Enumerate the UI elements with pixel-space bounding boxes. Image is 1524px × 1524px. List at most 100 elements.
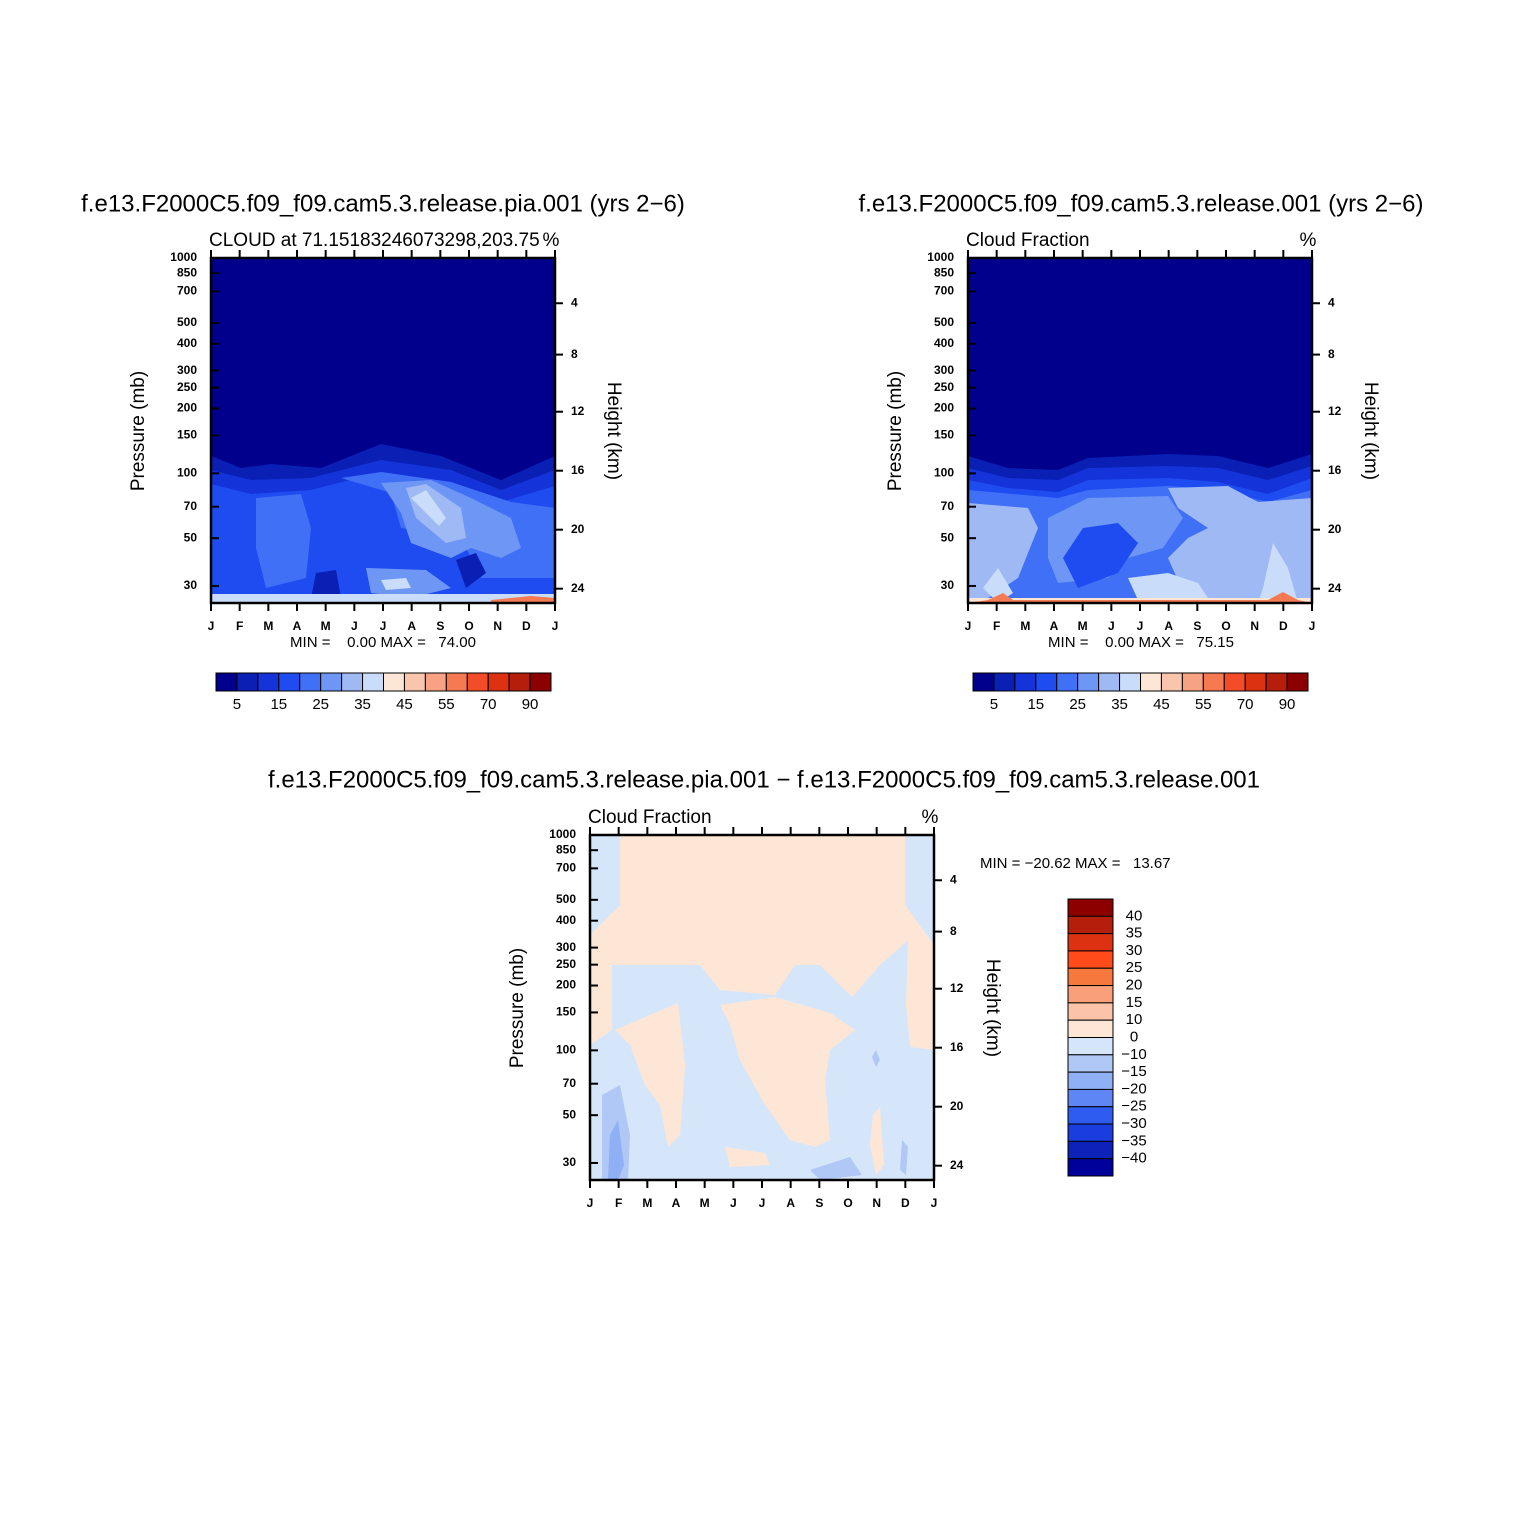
x-tick-label: F [236,619,243,633]
colorbar-label: 90 [1279,696,1296,713]
x-tick-label: M [321,619,331,633]
colorbar-box [278,672,301,692]
y-tick-label: 30 [941,578,955,592]
y2-tick-label: 8 [571,347,578,361]
colorbar-box [993,672,1016,692]
y2-tick-label: 24 [950,1158,964,1172]
colorbar-box [1202,672,1225,692]
x-tick-label: J [587,1196,594,1210]
y2-axis-label: Height (km) [603,382,624,480]
plot-frame [209,256,557,605]
colorbar-box [1067,1037,1114,1056]
plot-frame [588,833,936,1182]
y-tick-label: 250 [934,380,954,394]
colorbar-label: −25 [1121,1098,1146,1115]
x-tick-label: J [1108,619,1115,633]
y-tick-label: 70 [184,499,198,513]
colorbar-label: 5 [990,696,998,713]
y-axis-label: Pressure (mb) [128,371,149,491]
colorbar-box [1067,1088,1114,1108]
colorbar-label: 55 [1195,696,1212,713]
colorbar-label: 70 [480,696,497,713]
y-tick-label: 30 [184,578,198,592]
x-tick-label: A [672,1196,681,1210]
contour-field [590,835,934,1180]
x-tick-label: J [931,1196,938,1210]
colorbar-label: −35 [1121,1132,1146,1149]
x-tick-label: D [522,619,531,633]
x-tick-label: A [407,619,416,633]
colorbar-box [1067,1071,1114,1090]
chart-title: f.e13.F2000C5.f09_f09.cam5.3.release.pia… [81,190,685,217]
y-tick-label: 300 [177,363,197,377]
y-axis-label: Pressure (mb) [885,371,906,491]
x-tick-label: J [208,619,215,633]
colorbar-box [1067,1054,1114,1073]
x-tick-label: J [1137,619,1144,633]
x-tick-label: A [293,619,302,633]
colorbar-label: 15 [1027,696,1044,713]
y2-tick-label: 20 [571,522,585,536]
colorbar-box [1098,672,1121,692]
y-tick-label: 500 [177,315,197,329]
colorbar-label: 0 [1130,1028,1138,1045]
colorbar-box [529,672,552,692]
colorbar-label: 70 [1237,696,1254,713]
y-tick-label: 700 [556,861,576,875]
colorbar-box [403,672,426,692]
colorbar-box [1035,672,1058,692]
colorbar-box [383,672,405,692]
colorbar-label: 35 [1111,696,1128,713]
contour-field [968,258,1312,603]
y-tick-label: 400 [934,336,954,350]
colorbar-box [1077,672,1100,692]
colorbar-box [1067,950,1114,969]
colorbar-box [1119,672,1141,692]
y2-tick-label: 16 [1328,463,1342,477]
colorbar-label: −30 [1121,1115,1146,1132]
colorbar-box [1067,1140,1114,1160]
stats: MIN = 0.00 MAX = 74.00 [290,634,476,651]
y2-tick-label: 4 [571,295,578,309]
y-tick-label: 400 [556,913,576,927]
colorbar-label: 25 [312,696,329,713]
y-axis-label: Pressure (mb) [507,948,528,1068]
y2-tick-label: 12 [571,404,585,418]
x-tick-label: N [493,619,502,633]
colorbar-box [1067,898,1114,917]
y2-tick-label: 16 [950,1040,964,1054]
y-tick-label: 850 [177,265,197,279]
colorbar-box [1056,672,1079,692]
colorbar-label: −40 [1121,1150,1146,1167]
colorbar-box [257,672,280,692]
y-tick-label: 150 [177,428,197,442]
x-tick-label: O [1221,619,1230,633]
y-tick-label: 100 [556,1043,576,1057]
colorbar-box [1067,1106,1114,1125]
subtitle: Cloud Fraction [588,807,712,828]
colorbar-label: 25 [1069,696,1086,713]
colorbar-box [362,672,384,692]
y-tick-label: 500 [934,315,954,329]
colorbar-label: 45 [1153,696,1170,713]
y2-tick-label: 20 [950,1099,964,1113]
colorbar-box [341,672,364,692]
y-tick-label: 300 [556,940,576,954]
units: % [543,230,560,251]
x-tick-label: M [1020,619,1030,633]
x-tick-label: F [615,1196,622,1210]
y2-tick-label: 12 [1328,404,1342,418]
colorbar-box [1067,1158,1114,1177]
y-tick-label: 1000 [549,827,576,841]
x-tick-label: J [759,1196,766,1210]
plot-frame [966,256,1314,605]
x-tick-label: M [263,619,273,633]
y2-tick-label: 8 [1328,347,1335,361]
x-tick-label: J [552,619,559,633]
x-tick-label: A [786,1196,795,1210]
colorbar-box [424,672,447,692]
units: % [922,807,939,828]
x-tick-label: M [1078,619,1088,633]
colorbar-box [1014,672,1037,692]
x-tick-label: S [436,619,444,633]
